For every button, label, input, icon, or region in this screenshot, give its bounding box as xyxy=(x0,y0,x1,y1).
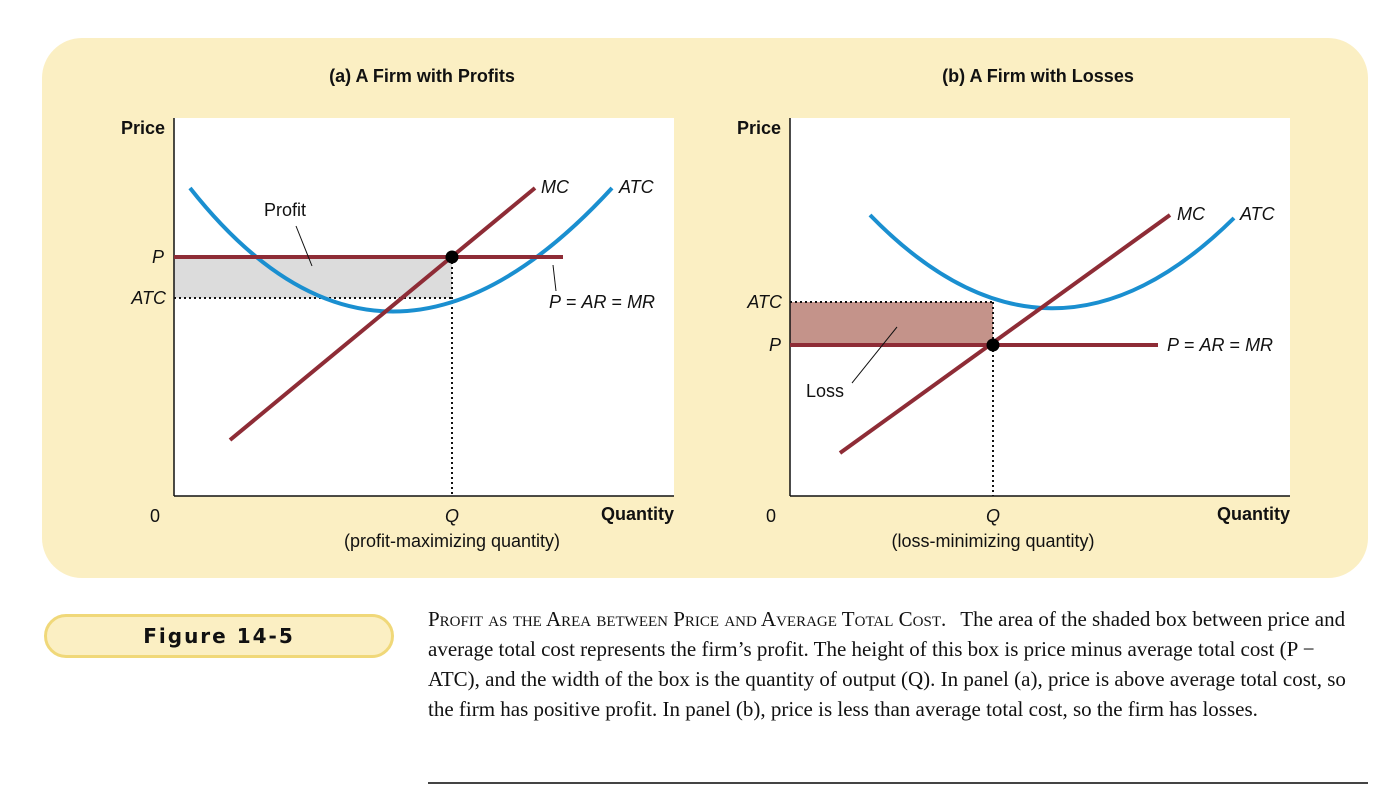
panel-a-atc-curve-label: ATC xyxy=(618,177,655,197)
panel-a-y-axis-label: Price xyxy=(121,118,165,138)
figure-label: Figure 14-5 xyxy=(143,624,295,648)
panel-b-loss-label: Loss xyxy=(806,381,844,401)
panel-a-q-label: Q xyxy=(445,506,459,526)
panel-b-loss-area xyxy=(790,302,993,345)
panel-a-equilibrium-point xyxy=(445,250,459,264)
panel-b-q-label: Q xyxy=(986,506,1000,526)
panel-a-atc-curve xyxy=(188,186,614,314)
panel-a-atc-axis-label: ATC xyxy=(130,288,167,308)
panel-a-q-note: (profit-maximizing quantity) xyxy=(344,531,560,551)
panel-a-title: (a) A Firm with Profits xyxy=(329,66,515,86)
panel-b-x-axis-label: Quantity xyxy=(1217,504,1290,524)
panel-a-x-axis-label: Quantity xyxy=(601,504,674,524)
panel-b-mc-curve xyxy=(838,213,1172,455)
panel-b: Price Quantity 0 Q (loss-minimizing quan… xyxy=(737,118,1290,551)
panel-a-p-label: P xyxy=(152,247,164,267)
caption-divider xyxy=(428,782,1368,784)
panel-b-equilibrium-point xyxy=(986,338,1000,352)
panel-b-price-line-label: P = AR = MR xyxy=(1167,335,1273,355)
panel-a-price-leader xyxy=(552,264,557,292)
panel-a-profit-label: Profit xyxy=(264,200,306,220)
figure-label-badge: Figure 14-5 xyxy=(44,614,394,658)
panel-b-atc-curve-label: ATC xyxy=(1239,204,1276,224)
panel-b-loss-leader xyxy=(851,326,898,384)
caption-body: The area of the shaded box between price… xyxy=(428,607,1346,721)
panel-a: Price Quantity 0 Q (profit-maximizing qu… xyxy=(121,118,674,551)
panel-a-mc-curve xyxy=(228,186,537,442)
panel-b-q-note: (loss-minimizing quantity) xyxy=(891,531,1094,551)
panel-b-origin-label: 0 xyxy=(766,506,776,526)
caption-title: Profit as the Area between Price and Ave… xyxy=(428,607,947,631)
panel-b-mc-curve-label: MC xyxy=(1177,204,1206,224)
panel-b-title: (b) A Firm with Losses xyxy=(942,66,1134,86)
panel-b-p-label: P xyxy=(769,335,781,355)
panel-b-atc-curve xyxy=(868,213,1236,311)
panel-b-atc-axis-label: ATC xyxy=(746,292,783,312)
panel-a-profit-leader xyxy=(295,225,313,267)
panel-a-price-line-label: P = AR = MR xyxy=(549,292,655,312)
panel-b-y-axis-label: Price xyxy=(737,118,781,138)
panel-a-mc-curve-label: MC xyxy=(541,177,570,197)
panel-a-origin-label: 0 xyxy=(150,506,160,526)
figure-caption: Profit as the Area between Price and Ave… xyxy=(428,604,1368,724)
